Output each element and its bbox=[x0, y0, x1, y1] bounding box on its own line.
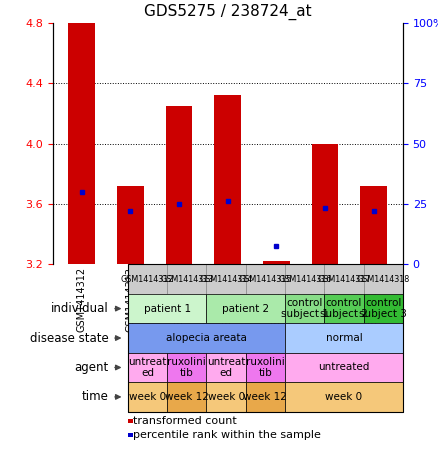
Text: agent: agent bbox=[74, 361, 109, 374]
Bar bbox=[285, 382, 403, 412]
Text: control
subject 2: control subject 2 bbox=[320, 298, 368, 319]
Text: individual: individual bbox=[51, 302, 109, 315]
Text: untreat
ed: untreat ed bbox=[128, 357, 167, 378]
Text: normal: normal bbox=[325, 333, 362, 343]
Bar bbox=[167, 265, 206, 294]
Text: patient 2: patient 2 bbox=[222, 304, 269, 313]
Bar bbox=[206, 382, 246, 412]
Bar bbox=[285, 353, 403, 382]
Bar bbox=[285, 294, 325, 323]
Bar bbox=[214, 95, 241, 265]
Text: control
subject 3: control subject 3 bbox=[359, 298, 407, 319]
Text: transformed count: transformed count bbox=[133, 416, 237, 426]
Bar bbox=[128, 353, 167, 382]
Bar bbox=[285, 265, 325, 294]
Bar bbox=[246, 382, 285, 412]
Bar bbox=[364, 265, 403, 294]
Bar bbox=[325, 265, 364, 294]
Bar bbox=[128, 323, 285, 353]
Bar bbox=[285, 323, 403, 353]
Text: week 0: week 0 bbox=[129, 392, 166, 402]
Bar bbox=[206, 265, 246, 294]
Bar bbox=[206, 294, 285, 323]
Text: percentile rank within the sample: percentile rank within the sample bbox=[133, 430, 321, 440]
Text: GSM1414314: GSM1414314 bbox=[199, 275, 253, 284]
Bar bbox=[206, 353, 246, 382]
Bar bbox=[128, 433, 133, 437]
Text: GSM1414316: GSM1414316 bbox=[278, 275, 332, 284]
Bar bbox=[167, 353, 206, 382]
Bar bbox=[360, 186, 387, 265]
Bar bbox=[263, 261, 290, 265]
Text: week 0: week 0 bbox=[325, 392, 363, 402]
Bar bbox=[128, 419, 133, 423]
Text: week 12: week 12 bbox=[244, 392, 287, 402]
Text: disease state: disease state bbox=[30, 332, 109, 345]
Text: alopecia areata: alopecia areata bbox=[166, 333, 247, 343]
Text: GSM1414315: GSM1414315 bbox=[239, 275, 292, 284]
Bar bbox=[68, 23, 95, 265]
Bar bbox=[128, 382, 167, 412]
Bar bbox=[166, 106, 192, 265]
Title: GDS5275 / 238724_at: GDS5275 / 238724_at bbox=[144, 4, 311, 20]
Bar bbox=[246, 265, 285, 294]
Text: GSM1414317: GSM1414317 bbox=[317, 275, 371, 284]
Bar bbox=[312, 144, 339, 265]
Text: patient 1: patient 1 bbox=[144, 304, 191, 313]
Text: ruxolini
tib: ruxolini tib bbox=[246, 357, 285, 378]
Bar bbox=[128, 265, 403, 412]
Text: GSM1414313: GSM1414313 bbox=[160, 275, 213, 284]
Text: GSM1414312: GSM1414312 bbox=[121, 275, 174, 284]
Bar bbox=[167, 382, 206, 412]
Bar bbox=[325, 294, 364, 323]
Bar bbox=[246, 353, 285, 382]
Bar bbox=[128, 294, 206, 323]
Text: week 12: week 12 bbox=[165, 392, 209, 402]
Bar bbox=[117, 186, 144, 265]
Text: untreat
ed: untreat ed bbox=[207, 357, 245, 378]
Bar bbox=[128, 265, 167, 294]
Text: GSM1414318: GSM1414318 bbox=[357, 275, 410, 284]
Text: control
subject 1: control subject 1 bbox=[281, 298, 328, 319]
Text: time: time bbox=[82, 390, 109, 404]
Text: week 0: week 0 bbox=[208, 392, 245, 402]
Text: ruxolini
tib: ruxolini tib bbox=[167, 357, 206, 378]
Bar bbox=[364, 294, 403, 323]
Text: untreated: untreated bbox=[318, 362, 370, 372]
